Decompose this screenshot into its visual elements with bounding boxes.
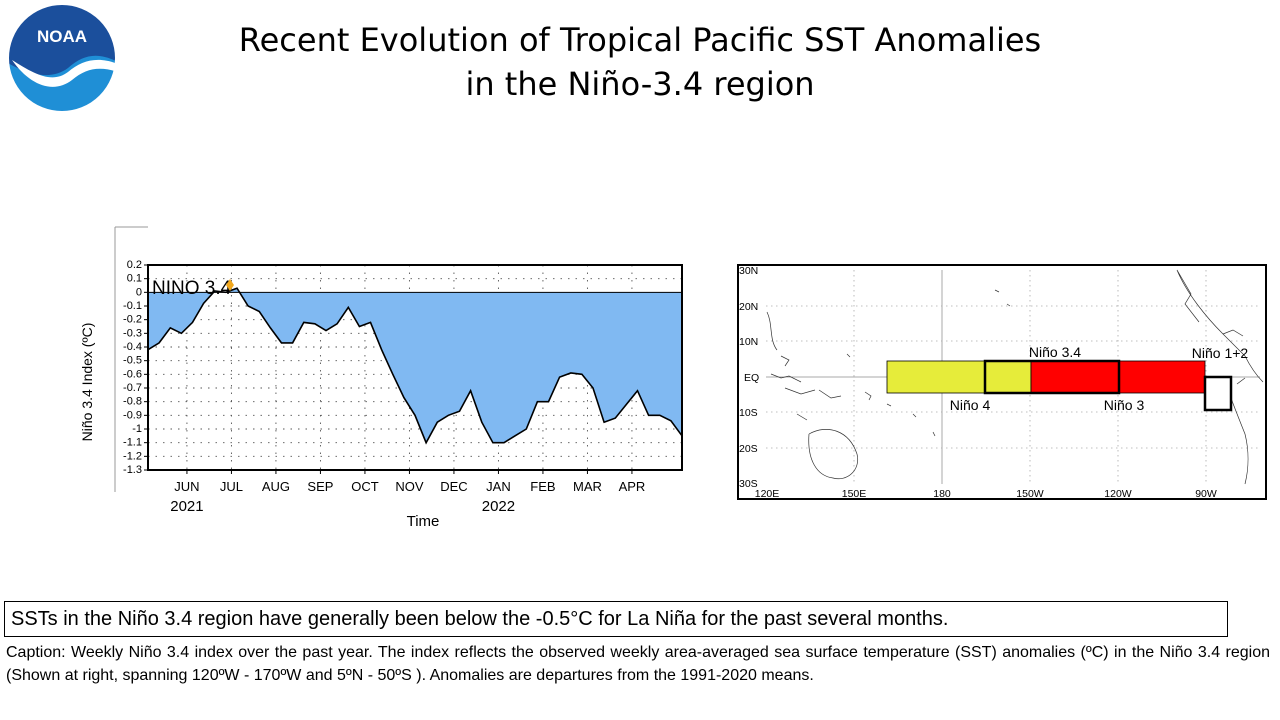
- y-tick-label: -0.7: [123, 382, 142, 394]
- lon-label-180: 180: [933, 488, 951, 500]
- lat-label-30n: 30N: [739, 265, 758, 277]
- chart-xlabel: Time: [407, 513, 440, 530]
- x-tick-label: APR: [619, 479, 646, 494]
- lon-label-150w: 150W: [1016, 488, 1044, 500]
- lat-label-eq: EQ: [744, 372, 759, 384]
- y-tick-label: -1: [132, 423, 142, 435]
- nino3-label: Niño 3: [1104, 397, 1145, 413]
- noaa-logo-text: NOAA: [37, 27, 87, 46]
- figure-caption: Caption: Weekly Niño 3.4 index over the …: [6, 644, 1270, 684]
- year-label: 2021: [170, 498, 203, 515]
- x-tick-label: FEB: [530, 479, 555, 494]
- x-tick-label: OCT: [351, 479, 379, 494]
- year-label: 2022: [482, 498, 515, 515]
- lon-label-120w: 120W: [1104, 488, 1132, 500]
- x-tick-label: JAN: [486, 479, 511, 494]
- lat-label-20s: 20S: [739, 443, 758, 455]
- anomaly-area: [148, 288, 682, 443]
- lon-label-120e: 120E: [755, 488, 780, 500]
- x-tick-label: NOV: [395, 479, 424, 494]
- nino34-label: Niño 3.4: [1029, 344, 1081, 360]
- y-tick-label: -1.1: [123, 437, 142, 449]
- y-tick-label: -0.3: [123, 327, 142, 339]
- y-tick-label: 0.1: [127, 273, 142, 285]
- y-tick-label: 0.2: [127, 259, 142, 271]
- nino12-label: Niño 1+2: [1192, 345, 1249, 361]
- lon-label-150e: 150E: [842, 488, 867, 500]
- lat-label-20n: 20N: [739, 301, 758, 313]
- y-tick-label: -0.8: [123, 396, 142, 408]
- y-tick-label: -0.4: [123, 341, 142, 353]
- chart-ylabel: Niño 3.4 Index (ºC): [79, 323, 95, 442]
- lat-label-10s: 10S: [739, 407, 758, 419]
- y-tick-label: 0: [136, 286, 142, 298]
- plot-frame: [147, 264, 683, 471]
- slide-title-line2: in the Niño-3.4 region: [465, 65, 815, 103]
- slide-title-line1: Recent Evolution of Tropical Pacific SST…: [238, 21, 1042, 59]
- nino34-index-chart: 0.20.10-0.1-0.2-0.3-0.4-0.5-0.6-0.7-0.8-…: [79, 226, 683, 530]
- x-tick-label: AUG: [262, 479, 290, 494]
- anomaly-line: [147, 287, 683, 445]
- nino4-label: Niño 4: [950, 397, 991, 413]
- x-tick-label: MAR: [573, 479, 602, 494]
- y-tick-label: -0.5: [123, 355, 142, 367]
- y-tick-label: -1.3: [123, 464, 142, 476]
- summary-box: SSTs in the Niño 3.4 region have general…: [4, 601, 1228, 637]
- nino4-box: [886, 360, 1032, 394]
- x-tick-label: SEP: [307, 479, 333, 494]
- x-tick-label: JUN: [174, 479, 199, 494]
- nino34-box: [983, 359, 1121, 395]
- y-tick-label: -1.2: [123, 450, 142, 462]
- x-tick-label: JUL: [220, 479, 243, 494]
- y-tick-label: -0.2: [123, 314, 142, 326]
- nino12-box: [1203, 375, 1233, 412]
- x-tick-label: DEC: [440, 479, 467, 494]
- lon-label-90w: 90W: [1195, 488, 1217, 500]
- noaa-logo: NOAA: [7, 3, 117, 113]
- y-tick-label: -0.1: [123, 300, 142, 312]
- panel-label-marker: [226, 279, 234, 291]
- lat-label-30s: 30S: [739, 478, 758, 490]
- panel-label: NINO 3.4: [152, 278, 232, 299]
- y-tick-label: -0.6: [123, 368, 142, 380]
- lat-label-10n: 10N: [739, 336, 758, 348]
- y-tick-label: -0.9: [123, 409, 142, 421]
- nino-regions-map: Niño 3.4 Niño 1+2 Niño 4 Niño 3 30N 20N …: [737, 264, 1267, 500]
